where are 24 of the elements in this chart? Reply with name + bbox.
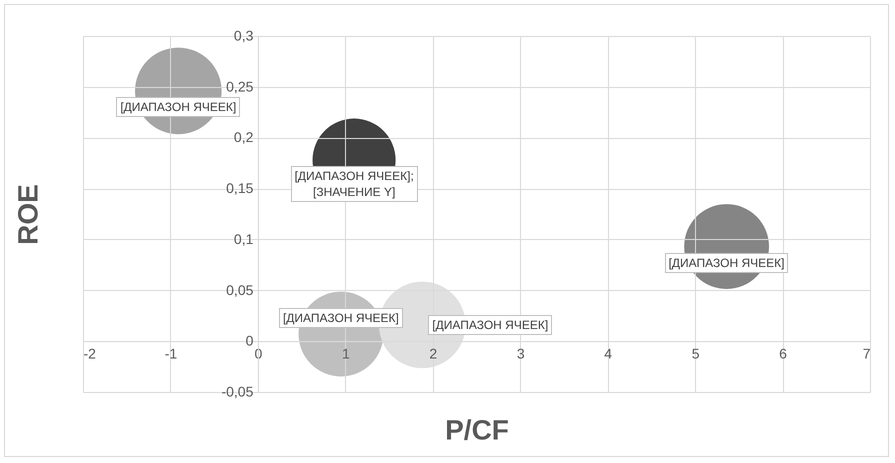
annotation: [ДИАПАЗОН ЯЧЕЕК] — [428, 314, 552, 335]
x-tick-label: 3 — [516, 346, 525, 362]
x-tick-label: 2 — [429, 346, 438, 362]
x-tick-label: -2 — [84, 346, 96, 362]
y-tick-label: 0 — [246, 332, 254, 349]
x-tick-label: 6 — [779, 346, 788, 362]
y-tick-label: 0,05 — [226, 282, 254, 298]
x-tick-label: 5 — [692, 346, 700, 362]
y-tick-label: 0,1 — [234, 230, 254, 247]
x-tick-label: 1 — [342, 346, 350, 362]
annotation: [ДИАПАЗОН ЯЧЕЕК] — [278, 308, 403, 328]
x-tick-label: -1 — [164, 346, 178, 362]
x-tick-label: 4 — [604, 346, 612, 362]
x-axis-title: P/CF — [445, 414, 509, 446]
x-tick-label: 7 — [862, 346, 871, 362]
y-tick-label: 0,25 — [226, 78, 254, 94]
annotation: [ДИАПАЗОН ЯЧЕЕК] — [116, 96, 240, 117]
y-tick-label: 0,3 — [234, 28, 254, 44]
annotation: [ДИАПАЗОН ЯЧЕЕК] — [664, 252, 788, 273]
y-axis-title: ROE — [12, 184, 44, 245]
y-tick-label: -0,05 — [221, 384, 254, 400]
annotation: [ДИАПАЗОН ЯЧЕЕК]; [ЗНАЧЕНИЕ Y] — [290, 166, 418, 202]
y-tick-label: 0,2 — [234, 129, 254, 146]
y-tick-label: 0,15 — [226, 180, 254, 196]
